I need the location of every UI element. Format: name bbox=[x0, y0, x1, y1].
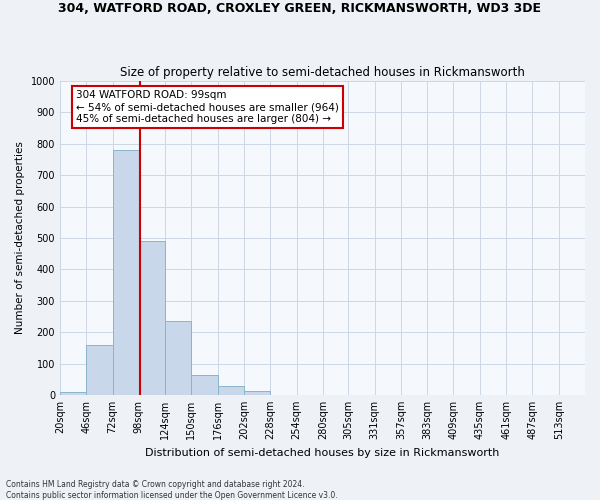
Bar bbox=[244, 390, 271, 395]
Bar bbox=[139, 241, 165, 395]
Bar bbox=[86, 344, 113, 395]
Text: 304, WATFORD ROAD, CROXLEY GREEN, RICKMANSWORTH, WD3 3DE: 304, WATFORD ROAD, CROXLEY GREEN, RICKMA… bbox=[59, 2, 542, 16]
Bar bbox=[60, 392, 86, 395]
Bar bbox=[113, 150, 139, 395]
Y-axis label: Number of semi-detached properties: Number of semi-detached properties bbox=[15, 142, 25, 334]
Title: Size of property relative to semi-detached houses in Rickmansworth: Size of property relative to semi-detach… bbox=[120, 66, 525, 78]
Bar bbox=[191, 376, 218, 395]
Bar bbox=[165, 321, 191, 395]
Text: 304 WATFORD ROAD: 99sqm
← 54% of semi-detached houses are smaller (964)
45% of s: 304 WATFORD ROAD: 99sqm ← 54% of semi-de… bbox=[76, 90, 338, 124]
X-axis label: Distribution of semi-detached houses by size in Rickmansworth: Distribution of semi-detached houses by … bbox=[145, 448, 500, 458]
Text: Contains HM Land Registry data © Crown copyright and database right 2024.
Contai: Contains HM Land Registry data © Crown c… bbox=[6, 480, 338, 500]
Bar bbox=[218, 386, 244, 395]
